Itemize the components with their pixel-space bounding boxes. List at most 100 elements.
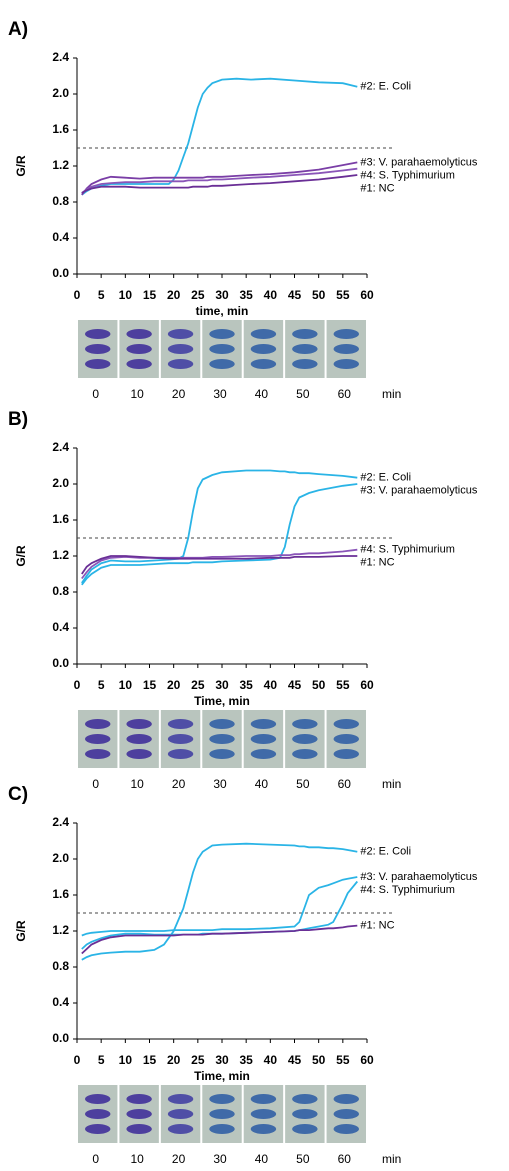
- tile-spot: [333, 1124, 359, 1134]
- x-tick-label: 10: [119, 1053, 133, 1067]
- image-tile: [119, 1085, 159, 1143]
- x-axis-title: Time, min: [194, 1069, 250, 1083]
- y-tick-label: 0.8: [52, 959, 69, 973]
- image-tile: [285, 710, 325, 768]
- x-tick-label: 10: [119, 288, 133, 302]
- tile-spot: [333, 1094, 359, 1104]
- legend-label: #1: NC: [360, 920, 394, 932]
- series-line: [81, 924, 358, 955]
- tile-spot: [167, 359, 194, 369]
- tile-spot: [209, 1124, 235, 1134]
- tile-spot: [250, 1109, 277, 1119]
- x-tick-label: 35: [239, 1053, 253, 1067]
- series-line: [81, 161, 358, 196]
- image-time-label: 40: [255, 1152, 269, 1166]
- tile-spot: [167, 749, 194, 759]
- tile-spot: [85, 359, 111, 369]
- image-tile: [160, 320, 201, 378]
- image-tile: [202, 1085, 242, 1143]
- image-unit-label: min: [382, 387, 401, 401]
- x-tick-label: 60: [360, 288, 374, 302]
- image-time-label: 0: [92, 387, 99, 401]
- x-tick-label: 50: [312, 288, 326, 302]
- tile-spot: [126, 344, 152, 354]
- y-tick-label: 2.4: [52, 440, 69, 454]
- image-tile: [243, 710, 284, 768]
- x-tick-label: 60: [360, 678, 374, 692]
- y-tick-label: 0.4: [52, 995, 69, 1009]
- series-line: [81, 174, 358, 194]
- x-tick-label: 35: [239, 288, 253, 302]
- series-line: [81, 167, 358, 194]
- tile-spot: [167, 1094, 194, 1104]
- tile-spot: [209, 329, 235, 339]
- image-tile: [119, 320, 159, 378]
- tile-spot: [250, 1094, 277, 1104]
- series-line: [81, 483, 358, 586]
- x-tick-label: 20: [167, 678, 181, 692]
- x-tick-label: 45: [288, 288, 302, 302]
- x-tick-label: 25: [191, 288, 205, 302]
- tile-spot: [250, 749, 277, 759]
- tile-spot: [333, 734, 359, 744]
- y-tick-label: 1.2: [52, 548, 69, 562]
- tile-spot: [85, 1109, 111, 1119]
- y-tick-label: 1.6: [52, 887, 69, 901]
- legend-label: #1: NC: [360, 182, 394, 194]
- y-tick-label: 0.0: [52, 1031, 69, 1045]
- y-tick-label: 1.6: [52, 512, 69, 526]
- x-tick-label: 10: [119, 678, 133, 692]
- tile-spot: [292, 329, 318, 339]
- tile-spot: [126, 719, 152, 729]
- tile-spot: [292, 1094, 318, 1104]
- image-unit-label: min: [382, 777, 401, 791]
- tile-spot: [126, 359, 152, 369]
- image-tile: [202, 710, 242, 768]
- image-tile: [326, 1085, 366, 1143]
- tile-spot: [126, 1124, 152, 1134]
- image-tile: [326, 320, 366, 378]
- tile-spot: [209, 749, 235, 759]
- tile-spot: [85, 1124, 111, 1134]
- image-time-label: 20: [172, 777, 186, 791]
- legend-label: #1: NC: [360, 557, 394, 569]
- x-axis-title: Time, min: [194, 694, 250, 708]
- y-axis-title: G/R: [14, 545, 28, 567]
- x-tick-label: 5: [98, 288, 105, 302]
- tile-spot: [292, 1109, 318, 1119]
- tile-spot: [85, 734, 111, 744]
- tile-spot: [333, 344, 359, 354]
- legend-label: #2: E. Coli: [360, 81, 411, 93]
- x-tick-label: 55: [336, 678, 350, 692]
- image-tile: [119, 710, 159, 768]
- legend-label: #4: S. Typhimurium: [360, 544, 455, 556]
- tile-spot: [167, 734, 194, 744]
- x-tick-label: 0: [74, 1053, 81, 1067]
- legend-label: #4: S. Typhimurium: [360, 884, 455, 896]
- series-line: [81, 876, 358, 937]
- tile-spot: [209, 344, 235, 354]
- image-time-label: 60: [338, 777, 352, 791]
- legend-label: #2: E. Coli: [360, 472, 411, 484]
- tile-spot: [126, 1109, 152, 1119]
- x-tick-label: 50: [312, 1053, 326, 1067]
- image-tile: [78, 710, 118, 768]
- image-time-label: 10: [130, 387, 144, 401]
- legend-label: #3: V. parahaemolyticus: [360, 156, 477, 168]
- tile-spot: [333, 719, 359, 729]
- tile-spot: [126, 734, 152, 744]
- image-tile: [285, 320, 325, 378]
- tile-spot: [167, 344, 194, 354]
- x-tick-label: 50: [312, 678, 326, 692]
- y-tick-label: 1.6: [52, 122, 69, 136]
- x-tick-label: 20: [167, 288, 181, 302]
- tile-spot: [292, 344, 318, 354]
- tile-spot: [333, 1109, 359, 1119]
- image-time-label: 50: [296, 1152, 310, 1166]
- legend-label: #4: S. Typhimurium: [360, 169, 455, 181]
- tile-spot: [292, 734, 318, 744]
- tile-spot: [292, 749, 318, 759]
- series-line: [81, 555, 358, 575]
- image-time-label: 0: [92, 1152, 99, 1166]
- series-line: [81, 469, 358, 584]
